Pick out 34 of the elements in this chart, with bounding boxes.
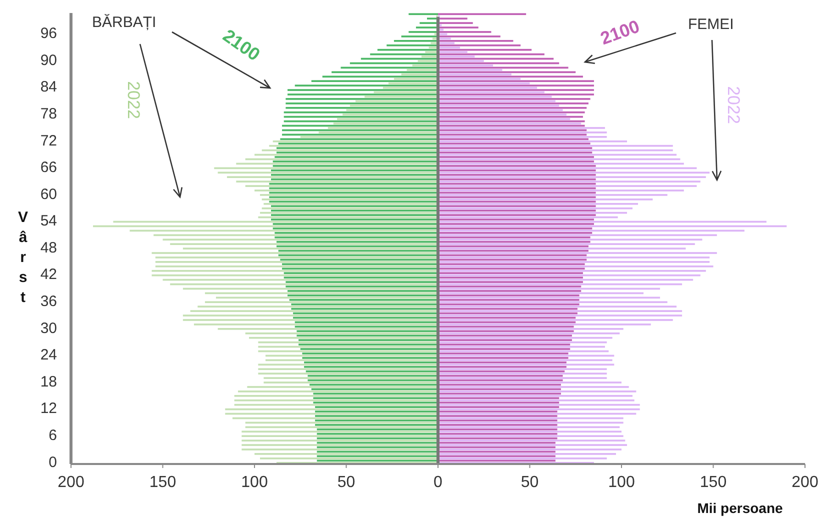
y-tick-label: 36 xyxy=(40,293,57,310)
y-tick-label: 78 xyxy=(40,105,57,122)
y-tick-label: 60 xyxy=(40,186,57,203)
x-tick-label: 50 xyxy=(337,474,356,491)
y-tick-label: 30 xyxy=(40,320,57,337)
y-tick-label: 84 xyxy=(40,78,57,96)
x-tick-label: 100 xyxy=(241,474,268,491)
x-tick-label: 0 xyxy=(434,474,443,491)
y-tick-label: 6 xyxy=(48,426,57,444)
y-axis-title: Vârst xyxy=(18,209,28,306)
y-tick-label: 72 xyxy=(40,132,57,150)
y-tick-label: 90 xyxy=(40,52,57,69)
annotation: BĂRBAȚI xyxy=(92,13,156,31)
x-tick-label: 200 xyxy=(792,474,818,491)
y-tick-label: 0 xyxy=(48,454,57,471)
x-tick-label: 50 xyxy=(520,474,539,491)
y-tick-label: 18 xyxy=(40,373,57,390)
x-tick-label: 150 xyxy=(149,474,176,491)
y-tick-label: 54 xyxy=(40,212,57,230)
text: 2022 xyxy=(124,81,143,119)
y-tick-label: 48 xyxy=(40,239,57,256)
text: 2100 xyxy=(219,25,264,65)
text: 2022 xyxy=(724,86,743,124)
y-tick-label: 42 xyxy=(40,266,57,284)
annotation: FEMEI xyxy=(688,16,734,33)
x-tick-label: 200 xyxy=(58,474,84,491)
x-tick-label: 150 xyxy=(700,474,727,491)
text: 2100 xyxy=(598,16,642,49)
y-tick-label: 24 xyxy=(40,346,57,364)
x-tick-label: 100 xyxy=(608,474,635,491)
y-tick-label: 66 xyxy=(40,159,57,176)
y-tick-label: 96 xyxy=(40,25,57,42)
y-tick-label: 12 xyxy=(40,400,57,418)
x-axis-title: Mii persoane xyxy=(697,500,783,516)
